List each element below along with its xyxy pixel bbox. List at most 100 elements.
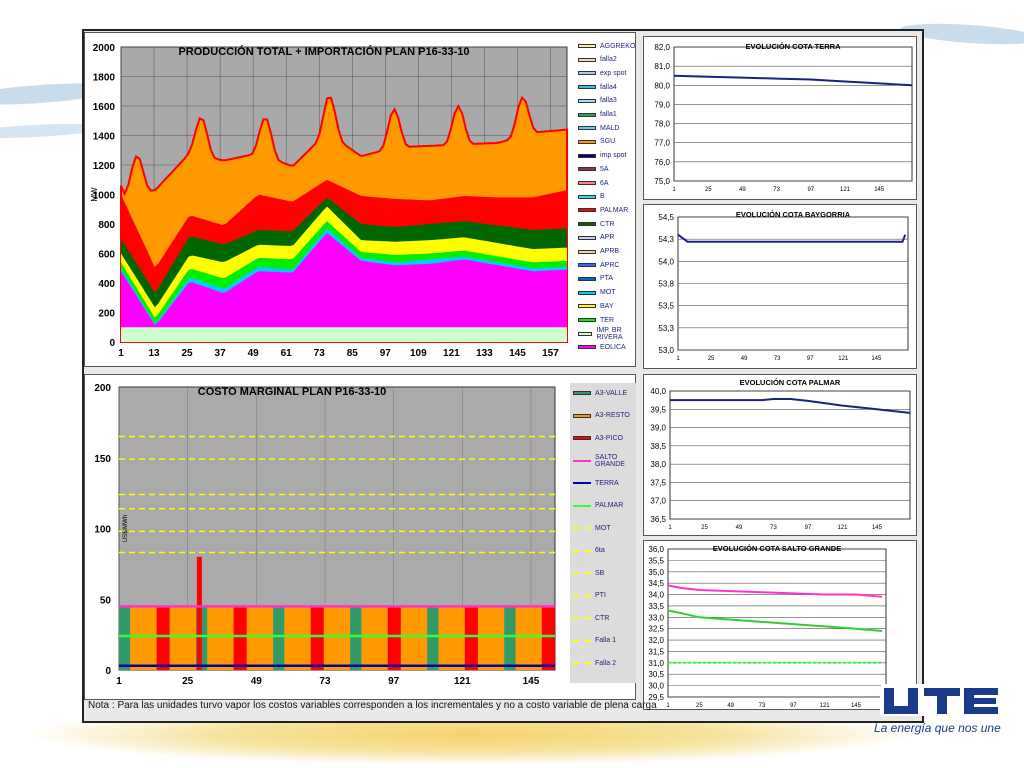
bar-a3-resto [477, 606, 505, 670]
legend-item: Falla 1 [573, 635, 616, 647]
y-tick-label: 81,0 [654, 62, 670, 71]
x-tick-label: 49 [248, 348, 260, 359]
legend-swatch [573, 459, 591, 462]
legend-item: APR [578, 232, 614, 244]
y-tick-label: 37,5 [650, 478, 666, 487]
legend-swatch [578, 153, 596, 158]
y-tick-label: 50 [100, 595, 112, 606]
legend-label: A3-VALLE [595, 389, 628, 397]
x-tick-label: 97 [380, 348, 392, 359]
y-tick-label: 0 [109, 338, 115, 349]
y-tick-label: 0 [105, 666, 111, 677]
legend-swatch [578, 126, 596, 131]
y-tick-label: 34,5 [648, 579, 664, 588]
y-tick-label: 79,0 [654, 100, 670, 109]
legend-item: PTI [573, 590, 606, 602]
legend-label: Falla 1 [595, 637, 617, 644]
legend-label: A3-PICO [595, 434, 624, 442]
legend-swatch [578, 71, 596, 76]
legend-item: BAY [578, 300, 614, 312]
bar-a3-valle [350, 606, 362, 670]
bar-a3-pico [541, 606, 555, 670]
ute-logo: La energía que nos une [870, 680, 1010, 740]
legend-label: PTA [600, 275, 614, 283]
legend-item: Falla 2 [573, 657, 616, 669]
x-tick-label: 25 [701, 525, 708, 531]
x-tick-label: 73 [770, 525, 777, 531]
bar-a3-resto [361, 606, 388, 670]
legend-label: APRC [600, 261, 620, 269]
legend-label: EOLICA [600, 343, 626, 351]
x-tick-label: 1 [672, 187, 676, 193]
legend-item: CTR [573, 612, 609, 624]
x-tick-label: 97 [790, 703, 797, 709]
x-tick-label: 73 [319, 676, 331, 687]
legend-item: 5A [578, 163, 609, 175]
legend-label: APRB [600, 248, 620, 255]
legend-label: imp spot [600, 152, 627, 160]
legend-item: MALD [578, 122, 619, 134]
legend-swatch [573, 617, 591, 619]
y-tick-label: 30,5 [648, 670, 664, 679]
legend-item: CTR [578, 218, 614, 230]
legend-swatch [578, 235, 596, 240]
produccion-panel: 0 200 400 600 800 1000 1200 1400 1600 1800 2000 1 13… [84, 32, 636, 367]
legend-swatch [578, 98, 596, 103]
ute-logo-mark [880, 684, 998, 716]
y-tick-label: 76,0 [654, 158, 670, 167]
y-tick-label: 75,0 [654, 177, 670, 186]
legend-item: imp spot [578, 150, 626, 162]
x-tick-label: 157 [542, 348, 559, 359]
area-eolica [121, 233, 567, 342]
x-tick-label: 145 [509, 348, 526, 359]
legend-swatch [578, 222, 596, 227]
legend-swatch [578, 276, 596, 281]
legend-swatch [573, 504, 591, 507]
legend-swatch [578, 194, 596, 199]
legend-swatch [578, 44, 596, 48]
legend-label: BAY [600, 302, 614, 310]
y-tick-label: 32,0 [648, 636, 664, 645]
x-tick-label: 97 [388, 676, 400, 687]
y-tick-label: 1800 [93, 73, 116, 84]
series-line [667, 609, 883, 632]
x-tick-label: 121 [838, 356, 849, 362]
legend-swatch [578, 167, 596, 172]
y-axis-label: MW [90, 187, 99, 202]
y-tick-label: 200 [98, 309, 115, 320]
x-tick-label: 1 [118, 348, 124, 359]
y-tick-label: 200 [94, 383, 111, 394]
legend-label: TERRA [595, 479, 619, 487]
legend-label: Falla 2 [595, 659, 617, 667]
legend-label: SB [595, 569, 605, 577]
legend-swatch [578, 57, 596, 62]
x-tick-label: 145 [871, 356, 882, 362]
legend-label: PALMAR [595, 502, 624, 509]
y-tick-label: 400 [98, 279, 115, 290]
legend-label: falla3 [600, 97, 617, 105]
plot-area [669, 390, 911, 520]
y-tick-label: 33,0 [648, 613, 664, 622]
y-tick-label: 31,5 [648, 647, 664, 656]
chart-title: EVOLUCIÓN COTA SALTO GRANDE [713, 544, 841, 553]
y-tick-label: 53,5 [658, 302, 674, 311]
legend-item: PTA [578, 273, 613, 285]
cota-salto-grande-chart: 29,5 30,0 30,5 31,0 31,5 32,0 32,5 33,0 33,5 34,0… [648, 544, 887, 709]
brand-tagline: La energía que nos une [874, 721, 1001, 735]
x-tick-label: 25 [182, 348, 194, 359]
x-tick-label: 121 [820, 703, 831, 709]
x-tick-label: 37 [215, 348, 227, 359]
bar-a3-resto [438, 606, 465, 670]
y-tick-label: 1600 [93, 102, 116, 113]
x-tick-label: 109 [410, 348, 427, 359]
legend-item: TER [578, 314, 614, 326]
bar-a3-pico [310, 606, 324, 670]
legend-swatch [578, 85, 596, 90]
y-tick-label: 54,0 [658, 257, 674, 266]
x-tick-label: 73 [773, 187, 780, 193]
costo-panel: 0 50 100 150 200 1 25 49 73 97 121 145 COSTO MARGINA… [84, 374, 636, 700]
baygorria-panel: 53,0 53,3 53,5 53,8 54,0 54,3 54,5 1 25 49 73 97 121… [643, 204, 917, 369]
y-tick-label: 1000 [93, 191, 116, 202]
legend-label: PTI [595, 592, 606, 599]
legend-item: B [578, 191, 605, 203]
